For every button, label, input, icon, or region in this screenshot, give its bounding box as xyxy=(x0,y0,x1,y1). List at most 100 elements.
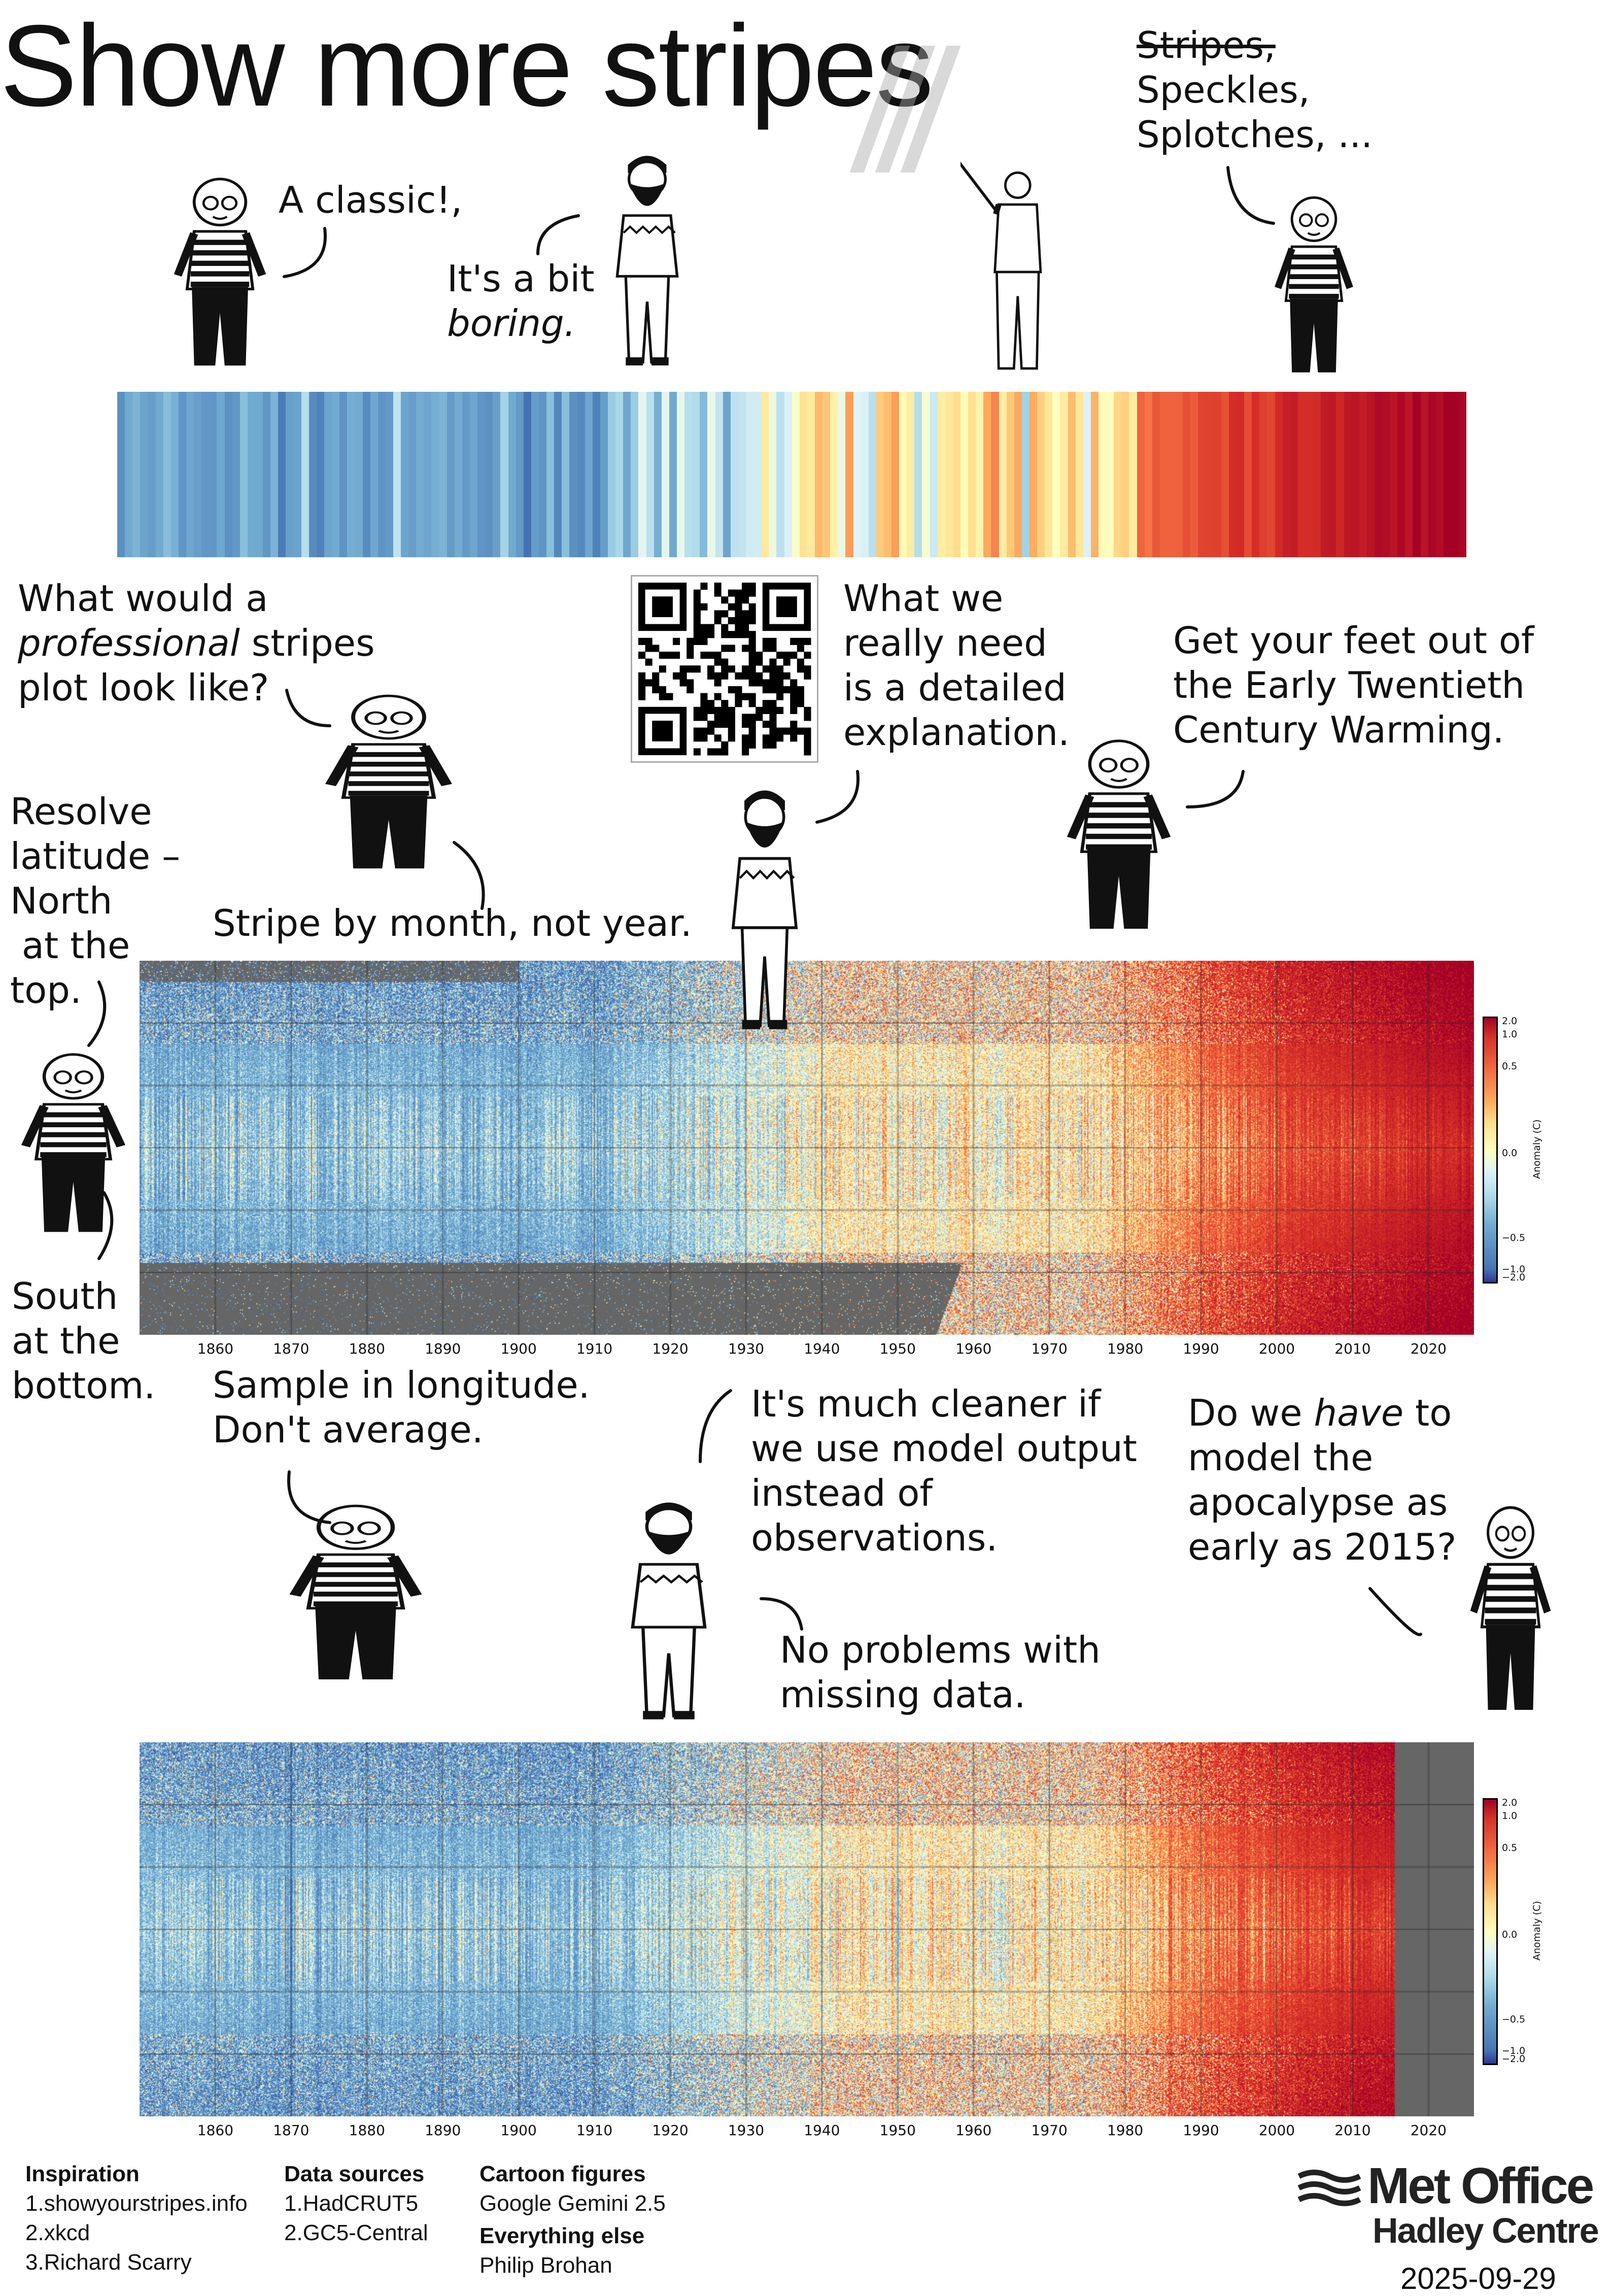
model-heatmap xyxy=(140,1742,1474,2116)
stripe xyxy=(991,392,999,557)
quote-by-month: Stripe by month, not year. xyxy=(213,902,692,944)
footer-item: Google Gemini 2.5 xyxy=(479,2191,666,2216)
stripe xyxy=(776,392,784,557)
stripe xyxy=(201,392,210,557)
stripe xyxy=(1244,392,1252,557)
x-tick-label: 1860 xyxy=(197,2122,234,2139)
stripe xyxy=(232,392,240,557)
stripe xyxy=(324,392,332,557)
stripe xyxy=(1443,392,1452,557)
colorbar-tick-label: 1.0 xyxy=(1502,1029,1518,1040)
stripe xyxy=(661,392,669,557)
stripe xyxy=(907,392,915,557)
quote-apocalypse: Do we have to model the apocalypse as ea… xyxy=(1188,1391,1457,1569)
stripe xyxy=(853,392,861,557)
bald-man-figure xyxy=(308,686,469,882)
footer-link[interactable]: 2.xkcd xyxy=(25,2220,90,2245)
quote-line: instead of xyxy=(751,1472,933,1514)
stripe xyxy=(554,392,562,557)
quote-missing: No problems with missing data. xyxy=(780,1628,1101,1717)
quote-stripes-list: Stripes, Speckles, Splotches, ... xyxy=(1137,23,1372,157)
quote-line: North xyxy=(10,880,113,922)
colorbar-tick-label: 2.0 xyxy=(1502,1797,1518,1809)
stripe xyxy=(247,392,255,557)
stripe xyxy=(1152,392,1160,557)
x-tick-label: 1900 xyxy=(500,1340,537,1357)
stripe xyxy=(170,392,179,557)
quote-feet: Get your feet out of the Early Twentieth… xyxy=(1173,618,1534,752)
colorbar xyxy=(1483,1017,1498,1284)
stripe xyxy=(922,392,930,557)
stripe xyxy=(983,392,991,557)
quote-line: to xyxy=(1403,1392,1452,1434)
quote-explanation: What we really need is a detailed explan… xyxy=(843,576,1070,755)
x-tick-label: 2010 xyxy=(1334,2122,1371,2139)
stripe xyxy=(876,392,884,557)
stripe xyxy=(1106,392,1114,557)
stripe xyxy=(377,392,386,557)
stripe xyxy=(730,392,738,557)
quote-line: at the xyxy=(12,1320,120,1362)
quote-line: Don't average. xyxy=(213,1408,484,1451)
stripe xyxy=(393,392,401,557)
x-tick-label: 1880 xyxy=(349,1340,385,1357)
stripe xyxy=(301,392,309,557)
quote-line: early as 2015? xyxy=(1188,1526,1457,1568)
stripe xyxy=(707,392,715,557)
qr-code[interactable] xyxy=(631,575,818,763)
stripe xyxy=(577,392,585,557)
painter-figure xyxy=(902,88,1056,380)
stripe xyxy=(424,392,432,557)
stripe xyxy=(140,392,148,557)
stripe xyxy=(1114,392,1122,557)
quote-line: explanation. xyxy=(843,711,1070,754)
footer-link[interactable]: 1.showyourstripes.info xyxy=(25,2191,248,2216)
stripe xyxy=(1267,392,1275,557)
stripe xyxy=(1014,392,1022,557)
x-tick-label: 1960 xyxy=(955,1340,992,1357)
stripe xyxy=(814,392,823,557)
stripe xyxy=(362,392,370,557)
logo-subtext: Hadley Centre xyxy=(1372,2211,1599,2250)
stripe xyxy=(339,392,348,557)
stripe xyxy=(715,392,723,557)
x-tick-label: 2020 xyxy=(1410,2122,1447,2139)
stripe xyxy=(1305,392,1314,557)
x-tick-label: 2020 xyxy=(1410,1340,1447,1357)
stripe xyxy=(1328,392,1336,557)
footer-item: Philip Brohan xyxy=(479,2253,612,2278)
colorbar-tick-label: −1.0 xyxy=(1502,1264,1526,1275)
stripe xyxy=(1297,392,1306,557)
footer-heading: Cartoon figures xyxy=(479,2162,646,2186)
stripe xyxy=(1435,392,1444,557)
quote-line: model the xyxy=(1188,1436,1374,1479)
quote-line: South xyxy=(12,1275,118,1318)
x-tick-label: 1970 xyxy=(1031,1340,1068,1357)
stripe xyxy=(807,392,815,557)
x-tick-label: 1940 xyxy=(804,2122,840,2139)
stripe xyxy=(1021,392,1030,557)
stripe xyxy=(1075,392,1083,557)
quote-line: Do we xyxy=(1188,1392,1314,1434)
quote-line: Century Warming. xyxy=(1173,708,1504,751)
stripe xyxy=(1275,392,1283,557)
x-tick-label: 1860 xyxy=(197,1340,234,1357)
quote-line: plot look like? xyxy=(18,666,269,709)
quote-line: Resolve xyxy=(10,790,152,833)
x-tick-label: 1930 xyxy=(728,2122,765,2139)
stripe xyxy=(1099,392,1107,557)
stripe xyxy=(792,392,800,557)
footer-credits: Cartoon figures Google Gemini 2.5 Everyt… xyxy=(479,2159,666,2280)
footer-item: 3.Richard Scarry xyxy=(25,2250,192,2275)
logo-text: Met Office xyxy=(1367,2157,1594,2214)
poster-date: 2025-09-29 xyxy=(1400,2261,1556,2295)
quote-emphasis: have xyxy=(1314,1392,1404,1434)
stripe xyxy=(1359,392,1367,557)
warming-stripes-chart xyxy=(117,392,1467,557)
stripe xyxy=(1390,392,1398,557)
stripe xyxy=(286,392,294,557)
stripe xyxy=(999,392,1007,557)
page-title: Show more stripes xyxy=(0,2,934,130)
quote-line: top. xyxy=(10,969,82,1011)
quote-line: is a detailed xyxy=(843,666,1067,709)
